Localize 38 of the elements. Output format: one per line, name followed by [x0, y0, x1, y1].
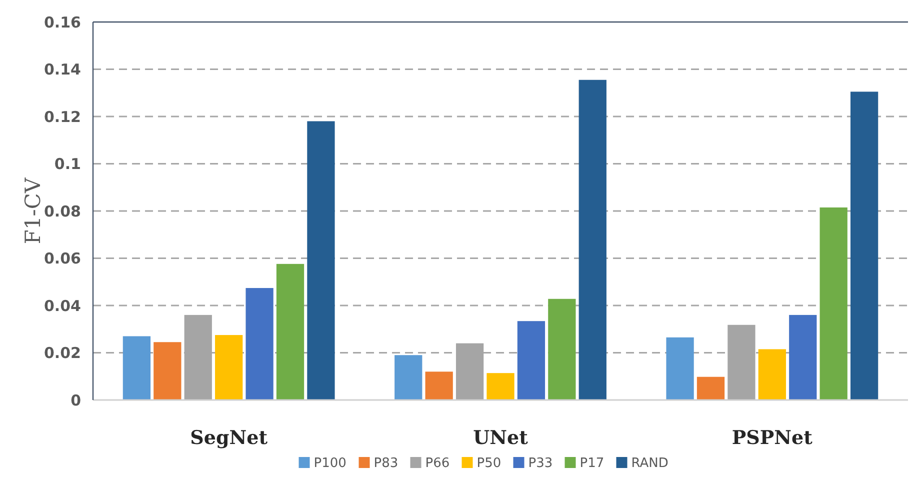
bar	[122, 336, 151, 400]
legend-label: P66	[425, 456, 450, 471]
y-tick-label: 0.16	[44, 13, 81, 32]
bar	[307, 121, 335, 400]
y-tick-label: 0	[70, 391, 81, 410]
y-tick-label: 0.12	[44, 108, 81, 126]
bar	[154, 342, 182, 400]
legend-label: RAND	[631, 456, 668, 471]
bar	[517, 321, 546, 400]
bar	[215, 335, 243, 400]
y-axis-title: F1-CV	[21, 177, 45, 244]
legend-label: P17	[580, 456, 604, 471]
x-tick-label: UNet	[473, 427, 528, 449]
bar	[850, 92, 878, 400]
legend-label: P83	[374, 456, 398, 471]
bar	[578, 80, 606, 400]
bar	[486, 373, 514, 400]
legend-label: P100	[314, 456, 346, 471]
y-tick-label: 0.02	[44, 344, 81, 362]
bar	[820, 207, 848, 400]
y-tick-label: 0.14	[44, 60, 81, 78]
y-tick-label: 0.06	[44, 250, 81, 268]
bar	[246, 288, 274, 400]
bar	[276, 264, 304, 400]
y-tick-label: 0.08	[44, 202, 81, 220]
y-tick-label: 0.1	[54, 155, 81, 173]
legend-label: P50	[476, 456, 502, 471]
bar	[425, 372, 453, 400]
bar	[696, 376, 725, 400]
bar	[666, 337, 694, 400]
x-tick-label: SegNet	[190, 427, 268, 449]
bar	[789, 314, 817, 400]
y-tick-label: 0.04	[44, 296, 81, 315]
legend-label: P33	[528, 456, 553, 471]
bar	[758, 349, 786, 400]
x-tick-label: PSPNet	[732, 427, 813, 449]
bar	[548, 298, 576, 400]
bar	[394, 355, 422, 400]
